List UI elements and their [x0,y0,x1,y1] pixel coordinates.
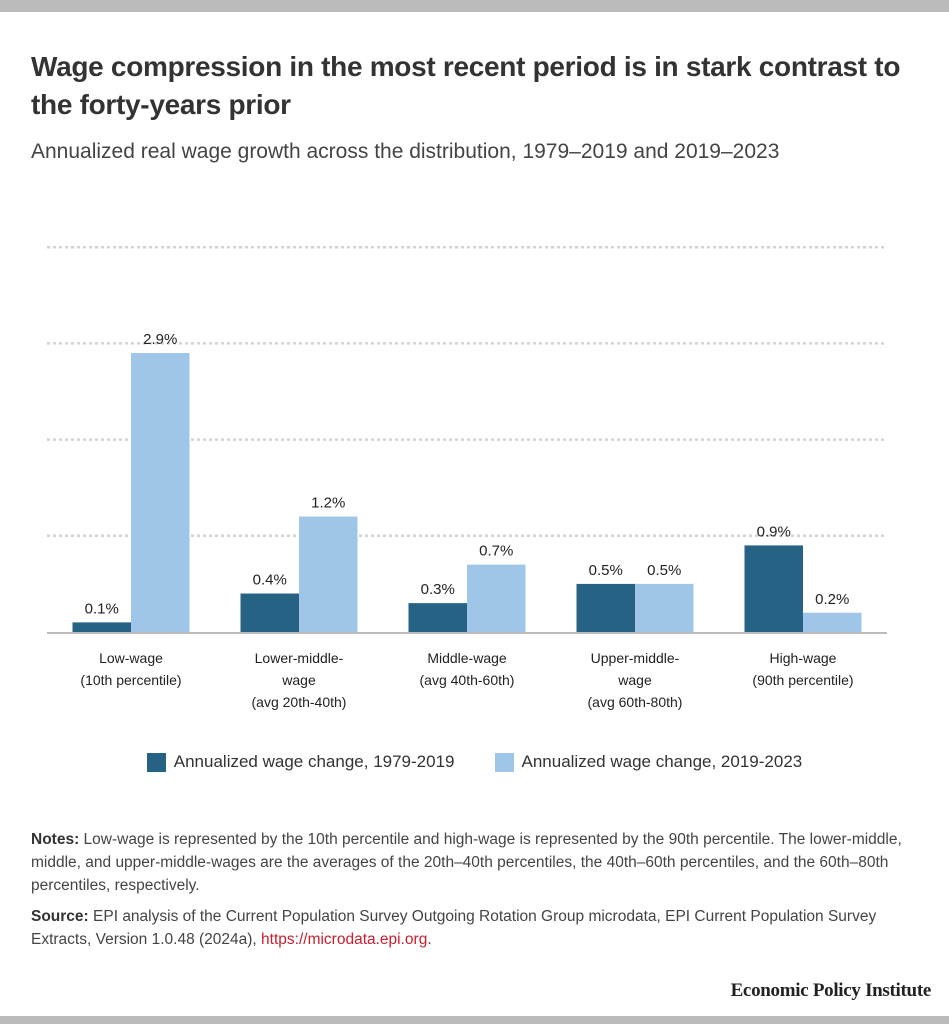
x-tick-label: High-wage [770,650,837,666]
x-tick-label: (avg 40th-60th) [420,672,515,688]
bar-2019-2023 [635,583,694,632]
chart-subtitle: Annualized real wage growth across the d… [31,140,780,163]
bar-2019-2023 [803,612,862,632]
source-label: Source: [31,908,89,925]
x-tick-label: (10th percentile) [80,672,181,688]
x-tick-label: (avg 20th-40th) [252,694,347,710]
notes-paragraph: Notes: Low-wage is represented by the 10… [31,828,921,897]
x-tick-label: Middle-wage [427,650,507,666]
x-tick-label: wage [281,672,316,688]
source-paragraph: Source: EPI analysis of the Current Popu… [31,905,921,951]
data-label: 0.1% [85,600,119,617]
bar-1979-2019 [408,603,467,632]
legend-label: Annualized wage change, 2019-2023 [521,752,803,771]
bar-chart: 0.1% 2.9% 0.4% 1.2% 0.3% 0.7% 0.5% 0.5% 0.9% 0.2%… [47,245,887,710]
x-tick-label: (90th percentile) [752,672,853,688]
bar-2019-2023 [467,564,526,632]
bars [72,353,862,632]
epi-logo: Economic Policy Institute [730,980,932,1001]
source-text: EPI analysis of the Current Population S… [31,908,877,948]
bar-1979-2019 [576,583,635,632]
top-border [0,0,949,12]
notes-text: Low-wage is represented by the 10th perc… [31,831,902,894]
data-label: 0.3% [421,581,455,598]
bar-1979-2019 [744,545,803,632]
legend-item-2019-2023: Annualized wage change, 2019-2023 [494,752,803,772]
legend-swatch-dark [146,752,166,772]
x-tick-label: wage [617,672,652,688]
notes-label: Notes: [31,831,80,848]
data-label: 2.9% [143,331,177,348]
bottom-border [0,1016,949,1024]
legend-item-1979-2019: Annualized wage change, 1979-2019 [146,752,455,772]
source-link[interactable]: https://microdata.epi.org [261,931,428,948]
bar-2019-2023 [299,516,358,632]
bar-1979-2019 [72,622,131,632]
x-axis-labels: Low-wage (10th percentile) Lower-middle-wa… [80,650,853,710]
legend-swatch-light [494,752,514,772]
notes-section: Notes: Low-wage is represented by the 10… [31,828,921,959]
data-label: 0.2% [815,591,849,608]
data-label: 0.5% [589,562,623,579]
data-label: 0.9% [757,523,791,540]
x-tick-label: (avg 60th-80th) [588,694,683,710]
legend-label: Annualized wage change, 1979-2019 [173,752,455,771]
x-tick-label: Upper-middle- [591,650,680,666]
source-end: . [427,931,432,948]
bar-1979-2019 [240,593,299,632]
data-label: 1.2% [311,495,345,512]
bar-2019-2023 [131,353,190,632]
x-tick-label: Low-wage [99,650,163,666]
data-label: 0.5% [647,562,681,579]
chart-title: Wage compression in the most recent peri… [31,51,901,120]
x-tick-label: Lower-middle- [255,650,344,666]
legend: Annualized wage change, 1979-2019 Annual… [0,752,949,772]
data-label: 0.4% [253,572,287,589]
data-labels: 0.1% 2.9% 0.4% 1.2% 0.3% 0.7% 0.5% 0.5% 0.9% 0.2% [85,331,850,617]
data-label: 0.7% [479,543,513,560]
